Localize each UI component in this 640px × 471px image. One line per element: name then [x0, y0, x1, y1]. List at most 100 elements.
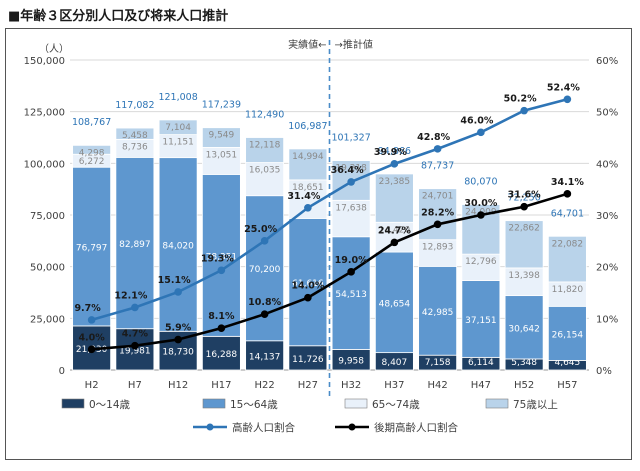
bar-segment [288, 345, 328, 371]
line-point [217, 266, 226, 275]
bar-value-label: 84,020 [162, 241, 194, 251]
line-point [131, 303, 139, 312]
y-tick-label-left: 50,000 [30, 263, 65, 274]
x-tick-label: H57 [557, 380, 577, 391]
line-value-label: 19.0% [335, 255, 368, 266]
bar-value-label: 14,137 [249, 352, 281, 362]
bar-value-label: 7,104 [165, 123, 191, 133]
bar-value-label: 9,549 [208, 131, 234, 141]
y-tick-label-right: 0% [596, 366, 612, 377]
line-value-label: 10.8% [248, 297, 281, 308]
legend-swatch [61, 398, 85, 409]
bar-value-label: 22,082 [552, 239, 584, 249]
bar-value-label: 5,348 [511, 358, 537, 368]
bar-segment [547, 305, 587, 361]
line-point [260, 237, 269, 245]
legend-label: 0～14歳 [89, 399, 131, 411]
bar-segment [115, 127, 155, 140]
line-point [433, 145, 442, 153]
line-value-label: 28.2% [421, 207, 454, 218]
y-tick-label-left: 75,000 [30, 211, 65, 222]
bar-segment [504, 220, 544, 269]
y-tick-label-right: 60% [596, 56, 618, 67]
line-value-label: 5.9% [165, 323, 192, 334]
legend-label: 後期高齢人口割合 [374, 421, 458, 434]
bar-segment [201, 335, 241, 371]
bar-value-label: 48,654 [379, 299, 411, 309]
chart-frame: 0 0% 25,000 10% 50,000 20% 75,000 30% 100,000 40%… [5, 28, 632, 460]
x-tick-label: H32 [341, 380, 361, 391]
bar-value-label: 5,458 [122, 131, 148, 141]
line-point [563, 190, 572, 198]
bar-segment [158, 119, 198, 136]
line-point [520, 106, 528, 115]
line-value-label: 31.4% [287, 191, 320, 202]
line-point [390, 160, 399, 168]
line-point [217, 324, 226, 332]
legend-swatch [344, 398, 368, 409]
aging-rate-line [91, 98, 568, 322]
y-tick-label-left: 25,000 [30, 314, 65, 325]
bar-segment [331, 199, 371, 238]
divider-left-label: 実績値← [288, 38, 326, 51]
line-point [520, 202, 528, 211]
bar-value-label: 13,051 [206, 150, 238, 160]
divider-right-label: →推計値 [335, 38, 373, 51]
y-tick-label-left: 125,000 [24, 108, 65, 119]
bar-value-label: 14,994 [292, 152, 324, 162]
population-chart: 0 0% 25,000 10% 50,000 20% 75,000 30% 100,000 40%… [24, 38, 619, 434]
bar-value-label: 78,351 [206, 252, 238, 262]
bar-value-label: 7,158 [425, 358, 451, 368]
bar-value-label: 11,151 [162, 138, 194, 148]
bar-value-label: 11,726 [292, 355, 324, 365]
bar-total-label: 72,250 [508, 193, 541, 204]
bar-value-label: 54,513 [335, 290, 367, 300]
bar-segment [288, 218, 328, 347]
bar-value-label: 19,981 [119, 346, 151, 356]
x-tick-label: H42 [428, 380, 448, 391]
bar-segment [504, 295, 544, 360]
bar-value-label: 42,985 [422, 308, 454, 318]
line-value-label: 30.0% [464, 198, 497, 209]
line-value-label: 9.7% [74, 303, 101, 314]
line-value-label: 19.3% [201, 253, 234, 264]
bar-total-label: 121,008 [158, 92, 197, 103]
bar-value-label: 11,820 [552, 285, 584, 295]
bar-segment [547, 281, 587, 307]
line-value-label: 34.1% [551, 177, 584, 188]
line-value-label: 36.4% [331, 165, 364, 176]
y-tick-label-right: 40% [596, 159, 618, 170]
bar-total-label: 80,070 [464, 177, 497, 188]
bar-value-label: 61,616 [292, 279, 324, 289]
y-tick-label-left: 150,000 [24, 56, 65, 67]
bar-value-label: 76,797 [76, 244, 108, 254]
legend-swatch [485, 398, 509, 409]
x-tick-label: H47 [471, 380, 491, 391]
x-tick-label: H37 [384, 380, 404, 391]
bar-segment [72, 166, 112, 327]
line-point [304, 203, 312, 212]
bar-segment [418, 188, 458, 241]
bar-value-label: 30,642 [508, 324, 540, 334]
bar-value-label: 17,638 [335, 203, 367, 213]
bar-segment [331, 236, 371, 350]
bar-segment [418, 239, 458, 267]
line-value-label: 15.1% [158, 275, 191, 286]
bar-value-label: 6,272 [79, 157, 105, 167]
bar-value-label: 70,200 [249, 265, 281, 275]
x-tick-label: H52 [514, 380, 534, 391]
bar-total-label: 117,082 [115, 100, 154, 111]
bar-total-label: 64,701 [551, 208, 584, 219]
bar-value-label: 18,730 [162, 348, 194, 358]
line-value-label: 50.2% [504, 94, 537, 105]
bar-total-label: 112,490 [245, 110, 284, 121]
x-tick-label: H27 [298, 380, 318, 391]
line-point [477, 211, 485, 219]
line-value-label: 52.4% [547, 82, 580, 93]
bar-total-label: 101,327 [331, 133, 370, 144]
bar-value-label: 82,897 [119, 240, 151, 250]
legend-label: 65～74歳 [372, 399, 420, 411]
line-value-label: 39.9% [374, 147, 407, 158]
line-value-label: 4.0% [78, 332, 105, 343]
bar-segment [72, 144, 112, 155]
